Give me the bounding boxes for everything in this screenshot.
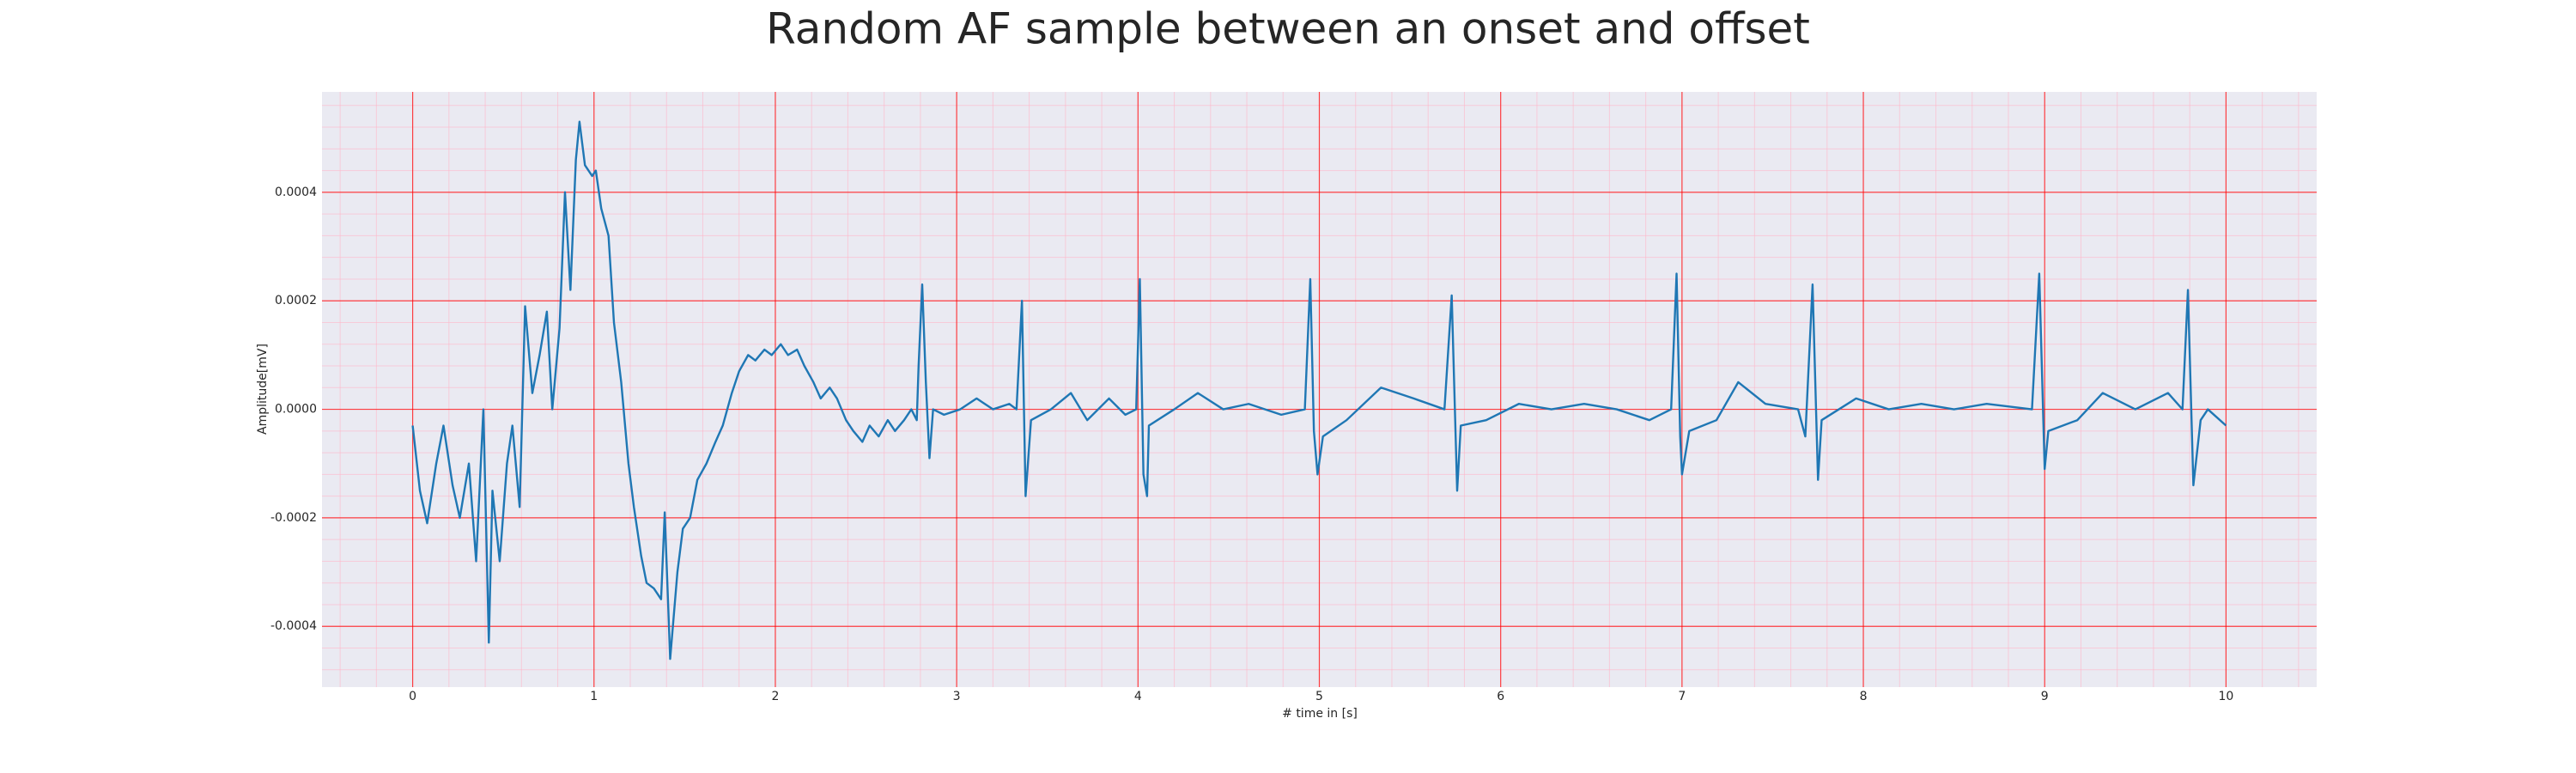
y-tick-label: -0.0004 bbox=[270, 619, 317, 633]
x-tick-label: 4 bbox=[1134, 690, 1142, 703]
y-tick-label: 0.0002 bbox=[275, 294, 317, 307]
x-tick-label: 0 bbox=[409, 690, 416, 703]
y-tick-label: 0.0004 bbox=[275, 186, 317, 199]
x-tick-label: 8 bbox=[1860, 690, 1868, 703]
x-tick-label: 5 bbox=[1315, 690, 1323, 703]
x-tick-label: 7 bbox=[1678, 690, 1686, 703]
x-tick-label: 10 bbox=[2218, 690, 2233, 703]
y-tick-label: 0.0000 bbox=[275, 403, 317, 417]
x-tick-label: 2 bbox=[771, 690, 779, 703]
chart-title: Random AF sample between an onset and of… bbox=[766, 4, 1810, 54]
signal-line bbox=[411, 120, 2227, 660]
y-tick-label: -0.0002 bbox=[270, 511, 317, 525]
x-tick-label: 6 bbox=[1497, 690, 1504, 703]
x-tick-label: 3 bbox=[953, 690, 961, 703]
y-axis-label: Amplitude[mV] bbox=[256, 344, 270, 435]
x-axis-label: # time in [s] bbox=[1282, 707, 1358, 721]
plot-area bbox=[322, 92, 2317, 687]
x-tick-label: 9 bbox=[2041, 690, 2049, 703]
x-tick-label: 1 bbox=[590, 690, 598, 703]
